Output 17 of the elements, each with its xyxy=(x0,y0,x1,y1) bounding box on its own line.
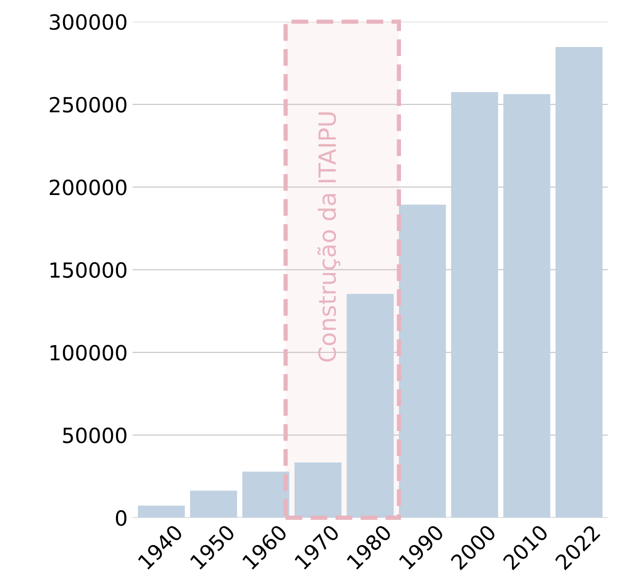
y-tick-label: 50000 xyxy=(63,428,126,444)
bar xyxy=(190,490,238,518)
bar xyxy=(398,204,446,518)
bar xyxy=(556,47,603,518)
bar xyxy=(242,472,290,518)
y-tick-label: 150000 xyxy=(50,262,126,278)
bar xyxy=(503,94,550,518)
bar xyxy=(346,294,394,518)
y-tick-label: 0 xyxy=(116,510,126,526)
y-tick-label: 200000 xyxy=(50,180,126,196)
y-tick-label: 300000 xyxy=(50,14,126,30)
y-tick-label: 100000 xyxy=(50,344,126,361)
band-label: Construção da ITAIPU xyxy=(317,112,340,362)
bar xyxy=(294,462,342,518)
bar xyxy=(451,92,498,518)
y-tick-label: 250000 xyxy=(50,96,126,113)
bar xyxy=(138,506,185,518)
